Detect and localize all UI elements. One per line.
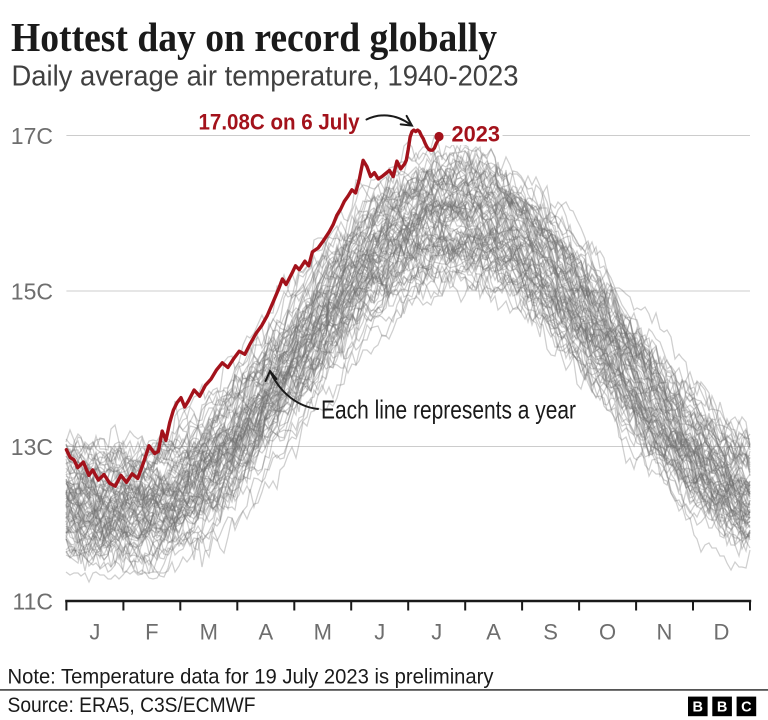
svg-text:A: A — [258, 620, 273, 645]
svg-text:17C: 17C — [11, 123, 53, 149]
svg-text:J: J — [89, 620, 100, 645]
svg-text:B: B — [717, 700, 727, 716]
svg-text:M: M — [200, 620, 218, 645]
svg-text:13C: 13C — [11, 434, 53, 460]
svg-text:J: J — [431, 620, 442, 645]
svg-text:S: S — [543, 620, 558, 645]
svg-text:Source: ERA5, C3S/ECMWF: Source: ERA5, C3S/ECMWF — [8, 694, 256, 717]
svg-text:2023: 2023 — [452, 122, 501, 147]
svg-text:O: O — [599, 620, 616, 645]
svg-text:M: M — [314, 620, 332, 645]
svg-text:D: D — [714, 620, 730, 645]
svg-text:N: N — [657, 620, 673, 645]
svg-text:B: B — [693, 700, 703, 716]
svg-text:Daily average air temperature,: Daily average air temperature, 1940-2023 — [12, 61, 519, 93]
svg-text:17.08C on 6 July: 17.08C on 6 July — [199, 110, 361, 135]
svg-text:Note: Temperature data for 19: Note: Temperature data for 19 July 2023 … — [8, 666, 494, 689]
svg-text:Each line represents a year: Each line represents a year — [321, 394, 576, 424]
svg-text:J: J — [374, 620, 385, 645]
svg-text:Hottest day on record globally: Hottest day on record globally — [11, 14, 497, 60]
svg-text:C: C — [741, 700, 752, 716]
svg-text:F: F — [145, 620, 158, 645]
svg-text:11C: 11C — [13, 589, 54, 615]
svg-text:A: A — [486, 620, 501, 645]
svg-text:15C: 15C — [11, 279, 53, 305]
